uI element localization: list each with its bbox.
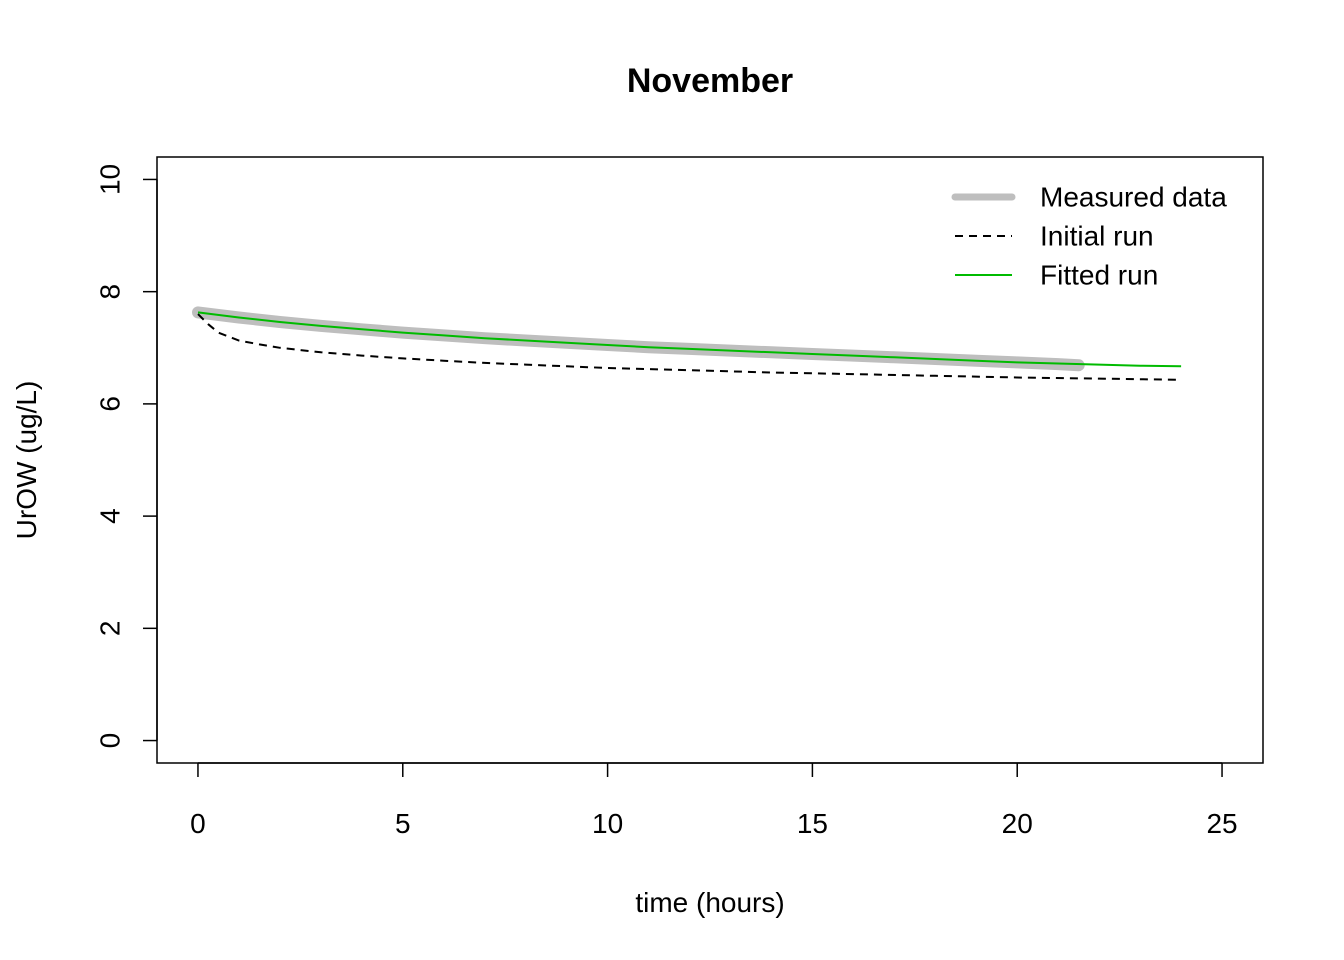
plot-area	[192, 306, 1182, 381]
x-tick-label: 25	[1206, 808, 1237, 839]
y-axis: 0 2 4 6 8 10	[95, 164, 158, 748]
chart-title: November	[627, 62, 793, 100]
series-line-measured-data	[192, 306, 1085, 372]
y-tick-label: 6	[95, 396, 126, 412]
x-tick-label: 0	[190, 808, 206, 839]
legend-label-fitted-run: Fitted run	[1040, 260, 1158, 291]
x-tick-label: 10	[592, 808, 623, 839]
y-axis-label: UrOW (ug/L)	[11, 381, 42, 540]
y-tick-label: 0	[95, 733, 126, 749]
y-tick-label: 8	[95, 284, 126, 300]
legend-label-initial-run: Initial run	[1040, 221, 1154, 252]
y-tick-label: 4	[95, 508, 126, 524]
x-axis: 0 5 10 15 20 25	[190, 762, 1238, 839]
x-tick-label: 15	[797, 808, 828, 839]
series-line-fitted-run	[197, 311, 1182, 368]
y-tick-label: 10	[95, 164, 126, 195]
legend-label-measured-data: Measured data	[1040, 182, 1227, 213]
x-tick-label: 5	[395, 808, 411, 839]
x-tick-label: 20	[1002, 808, 1033, 839]
x-axis-label: time (hours)	[635, 887, 784, 918]
series-line-initial-run	[197, 313, 1182, 381]
legend: Measured data Initial run Fitted run	[951, 182, 1227, 291]
y-tick-label: 2	[95, 621, 126, 637]
